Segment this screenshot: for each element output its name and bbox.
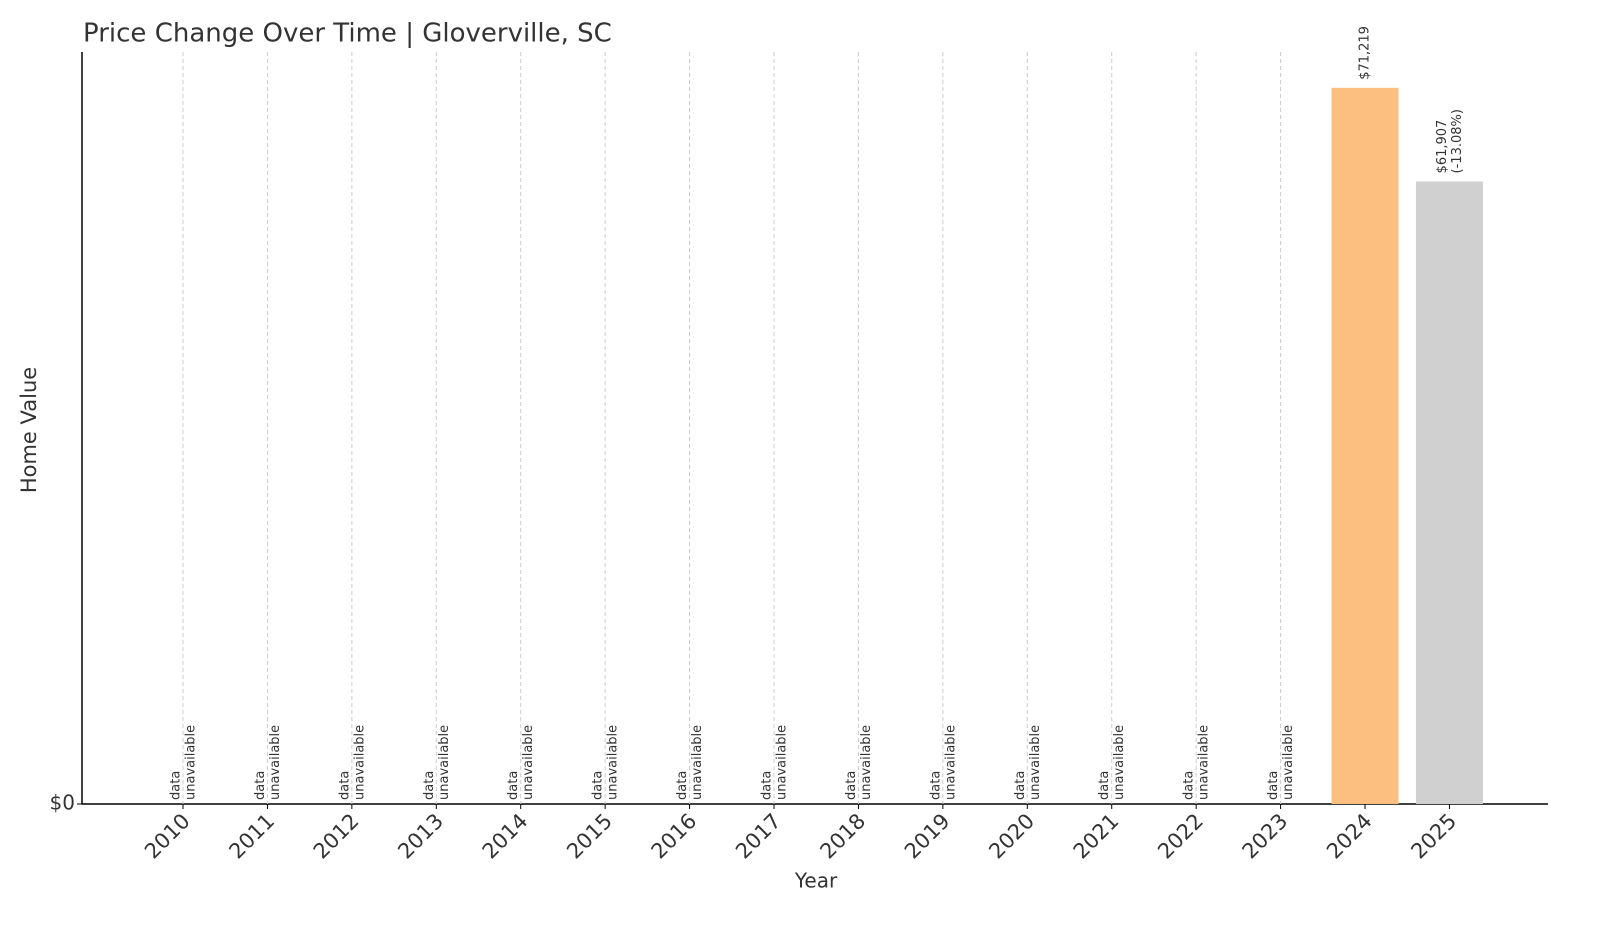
value-label: dataunavailable	[1266, 725, 1296, 800]
value-label: dataunavailable	[759, 725, 789, 800]
bar	[1415, 181, 1483, 804]
x-tick-label: 2014	[478, 809, 533, 864]
x-tick-label: 2015	[562, 809, 617, 864]
x-tick-label: 2013	[393, 809, 448, 864]
x-tick-label: 2012	[309, 809, 364, 864]
x-tick-label: 2010	[140, 809, 195, 864]
value-label: dataunavailable	[1097, 725, 1127, 800]
x-tick-label: 2016	[647, 809, 702, 864]
x-tick-label: 2024	[1322, 809, 1377, 864]
x-tick-label: 2023	[1238, 809, 1293, 864]
bar	[1331, 87, 1399, 805]
value-label: dataunavailable	[421, 725, 451, 800]
x-tick-label: 2025	[1406, 809, 1461, 864]
value-label: dataunavailable	[506, 725, 536, 800]
value-label: dataunavailable	[928, 725, 958, 800]
value-label: dataunavailable	[252, 725, 282, 800]
value-label: dataunavailable	[843, 725, 873, 800]
x-tick-label: 2011	[224, 809, 279, 864]
value-label: dataunavailable	[1012, 725, 1042, 800]
value-label: $61,907(-13.08%)	[1434, 109, 1464, 173]
value-label: dataunavailable	[675, 725, 705, 800]
x-tick-label: 2022	[1153, 809, 1208, 864]
x-tick-label: 2017	[731, 809, 786, 864]
x-axis-label: Year	[794, 869, 838, 893]
value-label: $71,219	[1358, 26, 1373, 80]
x-tick-label: 2018	[815, 809, 870, 864]
x-tick-label: 2020	[984, 809, 1039, 864]
value-label: dataunavailable	[168, 725, 198, 800]
y-axis-label: Home Value	[17, 367, 41, 493]
chart-title: Price Change Over Time | Gloverville, SC	[83, 19, 612, 49]
y-tick-label: $0	[50, 791, 75, 815]
value-label: dataunavailable	[590, 725, 620, 800]
value-label: dataunavailable	[337, 725, 367, 800]
x-tick-label: 2019	[900, 809, 955, 864]
x-tick-label: 2021	[1069, 809, 1124, 864]
value-label: dataunavailable	[1181, 725, 1211, 800]
